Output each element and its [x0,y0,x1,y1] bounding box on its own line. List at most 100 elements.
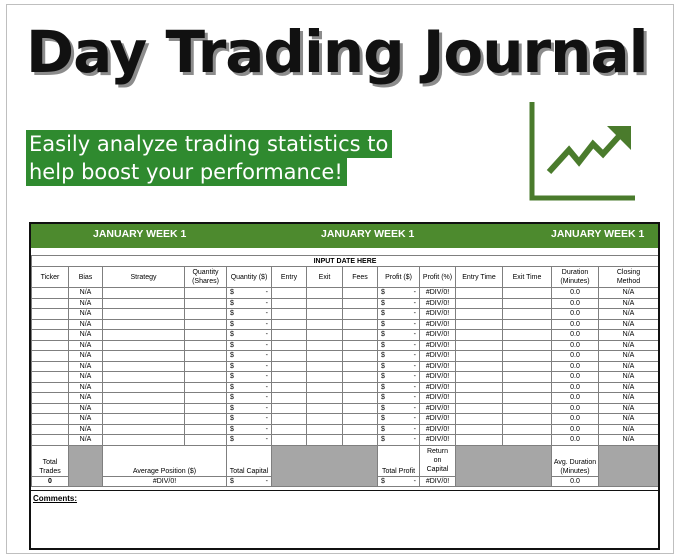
strategy-cell[interactable] [102,371,185,383]
fees-cell[interactable] [342,392,378,404]
ticker-cell[interactable] [31,318,69,330]
profit-dollars-cell[interactable]: $ - [377,434,420,446]
input-date-cell[interactable]: INPUT DATE HERE [31,255,658,267]
profit-dollars-cell[interactable]: $ - [377,371,420,383]
duration-cell[interactable]: 0.0 [551,308,599,320]
profit-dollars-cell[interactable]: $ - [377,360,420,372]
duration-cell[interactable]: 0.0 [551,297,599,309]
ticker-cell[interactable] [31,402,69,414]
bias-cell[interactable]: N/A [68,350,103,362]
profit-percent-cell[interactable]: #DIV/0! [419,381,456,393]
entry-time-cell[interactable] [455,339,503,351]
entry-time-cell[interactable] [455,402,503,414]
quantity-shares-cell[interactable] [184,413,227,425]
ticker-cell[interactable] [31,350,69,362]
duration-cell[interactable]: 0.0 [551,402,599,414]
quantity-dollars-cell[interactable]: $ - [226,381,272,393]
bias-cell[interactable]: N/A [68,402,103,414]
profit-percent-cell[interactable]: #DIV/0! [419,308,456,320]
fees-cell[interactable] [342,381,378,393]
strategy-cell[interactable] [102,392,185,404]
strategy-cell[interactable] [102,360,185,372]
strategy-cell[interactable] [102,308,185,320]
profit-percent-cell[interactable]: #DIV/0! [419,287,456,299]
exit-cell[interactable] [306,297,343,309]
duration-cell[interactable]: 0.0 [551,423,599,435]
ticker-cell[interactable] [31,381,69,393]
closing-method-cell[interactable]: N/A [597,318,658,330]
exit-time-cell[interactable] [502,392,552,404]
entry-cell[interactable] [271,350,307,362]
entry-time-cell[interactable] [455,423,503,435]
exit-time-cell[interactable] [502,413,552,425]
profit-dollars-cell[interactable]: $ - [377,287,420,299]
strategy-cell[interactable] [102,402,185,414]
entry-time-cell[interactable] [455,360,503,372]
ticker-cell[interactable] [31,434,69,446]
duration-cell[interactable]: 0.0 [551,381,599,393]
strategy-cell[interactable] [102,287,185,299]
exit-cell[interactable] [306,318,343,330]
quantity-shares-cell[interactable] [184,371,227,383]
duration-cell[interactable]: 0.0 [551,350,599,362]
closing-method-cell[interactable]: N/A [597,423,658,435]
entry-cell[interactable] [271,423,307,435]
entry-time-cell[interactable] [455,392,503,404]
ticker-cell[interactable] [31,308,69,320]
exit-cell[interactable] [306,402,343,414]
ticker-cell[interactable] [31,360,69,372]
exit-cell[interactable] [306,434,343,446]
ticker-cell[interactable] [31,297,69,309]
exit-cell[interactable] [306,287,343,299]
profit-dollars-cell[interactable]: $ - [377,402,420,414]
duration-cell[interactable]: 0.0 [551,371,599,383]
entry-cell[interactable] [271,308,307,320]
quantity-dollars-cell[interactable]: $ - [226,402,272,414]
closing-method-cell[interactable]: N/A [597,339,658,351]
profit-percent-cell[interactable]: #DIV/0! [419,297,456,309]
bias-cell[interactable]: N/A [68,287,103,299]
profit-percent-cell[interactable]: #DIV/0! [419,371,456,383]
closing-method-cell[interactable]: N/A [597,308,658,320]
fees-cell[interactable] [342,413,378,425]
entry-time-cell[interactable] [455,287,503,299]
quantity-dollars-cell[interactable]: $ - [226,318,272,330]
entry-time-cell[interactable] [455,413,503,425]
fees-cell[interactable] [342,371,378,383]
exit-cell[interactable] [306,381,343,393]
bias-cell[interactable]: N/A [68,434,103,446]
closing-method-cell[interactable]: N/A [597,392,658,404]
quantity-shares-cell[interactable] [184,392,227,404]
profit-dollars-cell[interactable]: $ - [377,413,420,425]
closing-method-cell[interactable]: N/A [597,402,658,414]
quantity-shares-cell[interactable] [184,381,227,393]
quantity-dollars-cell[interactable]: $ - [226,308,272,320]
closing-method-cell[interactable]: N/A [597,329,658,341]
bias-cell[interactable]: N/A [68,297,103,309]
strategy-cell[interactable] [102,318,185,330]
profit-percent-cell[interactable]: #DIV/0! [419,329,456,341]
closing-method-cell[interactable]: N/A [597,360,658,372]
entry-cell[interactable] [271,392,307,404]
bias-cell[interactable]: N/A [68,381,103,393]
duration-cell[interactable]: 0.0 [551,318,599,330]
duration-cell[interactable]: 0.0 [551,339,599,351]
entry-cell[interactable] [271,318,307,330]
quantity-dollars-cell[interactable]: $ - [226,434,272,446]
quantity-shares-cell[interactable] [184,318,227,330]
fees-cell[interactable] [342,329,378,341]
entry-time-cell[interactable] [455,297,503,309]
strategy-cell[interactable] [102,329,185,341]
entry-cell[interactable] [271,434,307,446]
quantity-dollars-cell[interactable]: $ - [226,329,272,341]
entry-time-cell[interactable] [455,329,503,341]
entry-cell[interactable] [271,360,307,372]
ticker-cell[interactable] [31,423,69,435]
quantity-shares-cell[interactable] [184,360,227,372]
exit-cell[interactable] [306,339,343,351]
bias-cell[interactable]: N/A [68,371,103,383]
closing-method-cell[interactable]: N/A [597,381,658,393]
profit-dollars-cell[interactable]: $ - [377,423,420,435]
bias-cell[interactable]: N/A [68,423,103,435]
closing-method-cell[interactable]: N/A [597,297,658,309]
